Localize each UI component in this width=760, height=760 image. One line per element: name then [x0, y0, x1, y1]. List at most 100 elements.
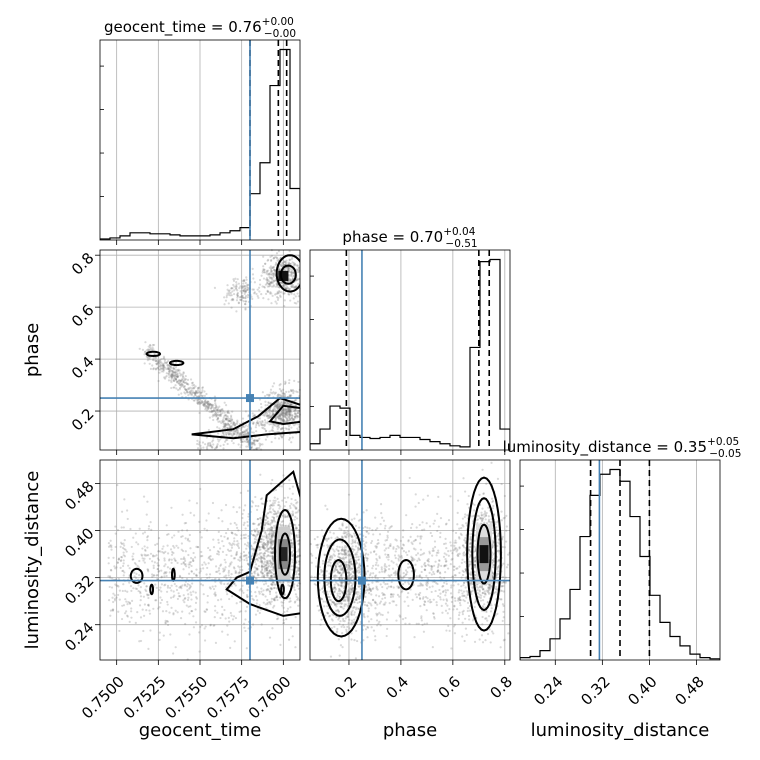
- sample-point: [273, 573, 276, 576]
- sample-point: [478, 517, 482, 520]
- sample-point: [167, 367, 170, 370]
- sample-point: [258, 546, 261, 549]
- sample-point: [181, 373, 184, 376]
- sample-point: [280, 404, 283, 407]
- sample-point: [274, 261, 278, 264]
- sample-point: [278, 412, 282, 416]
- sample-point: [265, 413, 269, 416]
- sample-point: [117, 593, 120, 597]
- sample-point: [210, 445, 213, 448]
- sample-point: [176, 561, 179, 564]
- sample-point: [125, 600, 128, 603]
- sample-point: [281, 402, 284, 405]
- sample-point: [223, 582, 226, 586]
- sample-point: [229, 611, 232, 615]
- sample-point: [270, 587, 273, 591]
- sample-point: [130, 545, 133, 549]
- sample-point: [188, 633, 191, 636]
- sample-point: [267, 401, 270, 405]
- sample-point: [246, 288, 249, 291]
- sample-point: [284, 287, 287, 290]
- sample-point: [128, 602, 132, 605]
- sample-point: [487, 515, 490, 518]
- sample-point: [268, 285, 271, 288]
- sample-point: [276, 415, 279, 418]
- sample-point: [202, 404, 206, 408]
- sample-point: [266, 601, 269, 604]
- sample-point: [224, 414, 227, 417]
- sample-point: [244, 300, 247, 303]
- sample-point: [297, 415, 300, 418]
- sample-point: [230, 546, 234, 549]
- sample-point: [250, 441, 253, 444]
- sample-point: [274, 405, 277, 408]
- sample-point: [269, 409, 272, 412]
- sample-point: [263, 286, 266, 289]
- sample-point: [220, 598, 223, 601]
- sample-point: [196, 442, 199, 446]
- sample-point: [271, 385, 274, 388]
- sample-point: [276, 406, 279, 409]
- sample-point: [186, 378, 190, 381]
- sample-point: [292, 586, 296, 589]
- sample-point: [183, 522, 186, 525]
- sample-point: [266, 404, 269, 407]
- sample-point: [181, 610, 184, 613]
- sample-point: [364, 628, 368, 631]
- sample-point: [291, 510, 294, 513]
- sample-point: [272, 550, 275, 553]
- sample-point: [260, 565, 263, 568]
- sample-point: [267, 282, 271, 285]
- sample-point: [288, 287, 292, 290]
- sample-point: [177, 393, 180, 396]
- sample-point: [282, 408, 285, 411]
- sample-point: [223, 422, 227, 425]
- sample-point: [243, 279, 246, 282]
- sample-point: [244, 296, 247, 299]
- sample-point: [295, 284, 298, 288]
- sample-point: [292, 417, 295, 420]
- sample-point: [186, 529, 189, 532]
- sample-point: [223, 575, 226, 578]
- sample-point: [270, 546, 273, 549]
- sample-point: [269, 265, 273, 268]
- sample-point: [199, 487, 202, 491]
- sample-point: [242, 509, 245, 512]
- sample-point: [287, 410, 290, 413]
- sample-point: [250, 594, 253, 598]
- sample-point: [496, 612, 499, 615]
- sample-point: [278, 406, 281, 409]
- sample-point: [277, 393, 280, 396]
- sample-point: [258, 283, 262, 286]
- sample-point: [267, 562, 270, 565]
- sample-point: [209, 587, 212, 590]
- sample-point: [291, 561, 294, 564]
- sample-point: [266, 598, 269, 602]
- sample-point: [284, 286, 287, 289]
- sample-point: [159, 596, 162, 599]
- sample-point: [291, 285, 294, 288]
- sample-point: [214, 410, 217, 413]
- sample-point: [143, 531, 147, 534]
- sample-point: [253, 439, 256, 442]
- sample-point: [260, 540, 263, 543]
- sample-point: [184, 559, 187, 563]
- sample-point: [250, 445, 254, 449]
- sample-point: [261, 424, 264, 427]
- sample-point: [274, 437, 277, 440]
- sample-point: [281, 524, 284, 527]
- sample-point: [262, 268, 265, 271]
- sample-point: [191, 384, 194, 387]
- sample-point: [123, 547, 126, 551]
- sample-point: [179, 379, 183, 382]
- sample-point: [296, 536, 300, 539]
- sample-point: [263, 552, 266, 555]
- sample-point: [268, 430, 271, 433]
- sample-point: [289, 408, 292, 411]
- sample-point: [290, 426, 293, 429]
- sample-point: [244, 533, 247, 536]
- sample-point: [279, 389, 283, 392]
- sample-point: [196, 391, 199, 395]
- sample-point: [244, 294, 248, 298]
- sample-point: [253, 291, 256, 294]
